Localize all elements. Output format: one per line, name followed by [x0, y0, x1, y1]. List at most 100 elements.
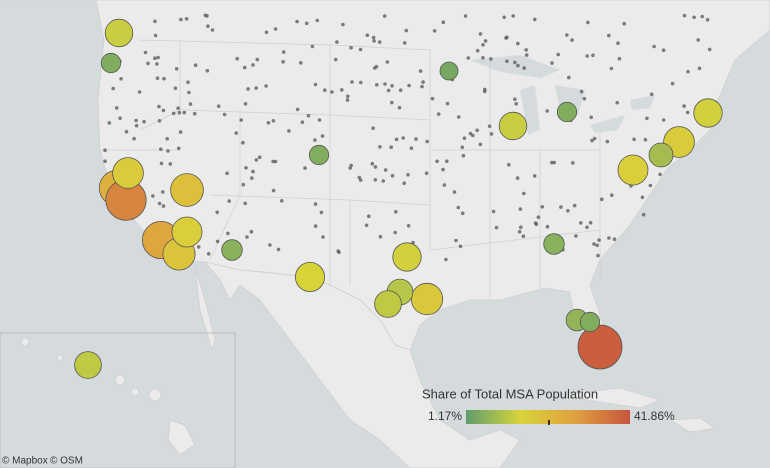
- small-dot: [590, 138, 594, 143]
- small-dot: [225, 171, 229, 176]
- legend-title: Share of Total MSA Population: [422, 386, 598, 401]
- small-dot: [157, 104, 161, 109]
- bubble[interactable]: [221, 239, 243, 261]
- small-dot: [552, 160, 556, 165]
- small-dot: [406, 173, 410, 177]
- small-dot: [390, 84, 394, 88]
- small-dot: [162, 76, 166, 81]
- small-dot: [556, 52, 560, 57]
- small-dot: [424, 171, 429, 175]
- bubble[interactable]: [410, 282, 444, 316]
- small-dot: [182, 110, 187, 115]
- small-dot: [505, 59, 509, 63]
- small-dot: [251, 63, 255, 67]
- small-dot: [321, 235, 325, 239]
- small-dot: [616, 41, 620, 45]
- small-dot: [299, 61, 303, 65]
- small-dot: [335, 40, 339, 44]
- small-dot: [303, 166, 307, 170]
- small-dot: [582, 96, 587, 101]
- small-dot: [146, 61, 150, 66]
- small-dot: [264, 30, 269, 35]
- small-dot: [243, 102, 248, 106]
- small-dot: [385, 60, 390, 64]
- legend-min: 1.17%: [428, 409, 462, 423]
- small-dot: [456, 115, 461, 119]
- small-dot: [268, 243, 272, 247]
- bubble[interactable]: [112, 157, 144, 189]
- bubble[interactable]: [294, 261, 325, 292]
- small-dot: [364, 223, 369, 228]
- small-dot: [489, 57, 493, 61]
- bubble[interactable]: [392, 242, 422, 272]
- lakes: [470, 55, 655, 135]
- bubble[interactable]: [374, 290, 402, 318]
- small-dot: [134, 118, 138, 123]
- bubble[interactable]: [617, 154, 649, 186]
- small-dot: [176, 106, 180, 110]
- bubble[interactable]: [648, 142, 674, 168]
- small-dot: [686, 69, 690, 74]
- small-dot: [648, 183, 653, 188]
- small-dot: [315, 18, 320, 23]
- small-dot: [516, 63, 520, 68]
- small-dot: [402, 181, 407, 185]
- small-dot: [401, 136, 406, 140]
- bubble[interactable]: [104, 18, 134, 48]
- small-dot: [367, 214, 371, 218]
- small-dot: [184, 17, 189, 21]
- small-dot: [161, 108, 166, 113]
- small-dot: [550, 61, 554, 65]
- bubble[interactable]: [170, 173, 204, 207]
- small-dot: [205, 14, 209, 18]
- small-dot: [264, 84, 268, 88]
- small-dot: [592, 136, 597, 141]
- bubble[interactable]: [579, 311, 601, 333]
- bubble[interactable]: [498, 111, 528, 141]
- small-dot: [409, 146, 414, 150]
- small-dot: [373, 165, 378, 169]
- small-dot: [227, 199, 231, 203]
- bubble[interactable]: [543, 233, 565, 255]
- small-dot: [489, 132, 494, 136]
- small-dot: [216, 104, 221, 108]
- bubble[interactable]: [100, 52, 122, 74]
- small-dot: [661, 48, 666, 52]
- small-dot: [393, 230, 398, 235]
- small-dot: [682, 104, 686, 108]
- small-dot: [461, 153, 466, 158]
- small-dot: [157, 201, 162, 206]
- small-dot: [588, 220, 593, 225]
- small-dot: [257, 155, 262, 159]
- small-dot: [103, 159, 107, 163]
- small-dot: [617, 56, 622, 61]
- small-dot: [153, 33, 158, 38]
- small-dot: [402, 41, 407, 45]
- small-dot: [192, 111, 197, 116]
- small-dot: [196, 245, 201, 249]
- small-dot: [320, 134, 325, 138]
- bubble[interactable]: [74, 351, 102, 379]
- small-dot: [383, 168, 388, 172]
- small-dot: [615, 100, 619, 105]
- small-dot: [114, 106, 119, 110]
- bubble[interactable]: [439, 61, 459, 81]
- small-dot: [536, 215, 541, 219]
- bubble[interactable]: [556, 101, 578, 123]
- bubble[interactable]: [171, 216, 203, 248]
- small-dot: [215, 210, 219, 215]
- small-dot: [381, 179, 386, 183]
- bubble[interactable]: [308, 144, 330, 166]
- small-dot: [566, 209, 570, 213]
- small-dot: [607, 33, 611, 38]
- small-dot: [579, 221, 583, 225]
- bubble[interactable]: [577, 324, 623, 370]
- small-dot: [652, 44, 656, 49]
- bubble[interactable]: [693, 98, 723, 128]
- small-dot: [540, 205, 545, 209]
- small-dot: [513, 97, 517, 101]
- small-dot: [707, 47, 712, 52]
- credit: © Mapbox: [2, 456, 48, 467]
- small-dot: [632, 137, 636, 142]
- small-dot: [661, 118, 666, 122]
